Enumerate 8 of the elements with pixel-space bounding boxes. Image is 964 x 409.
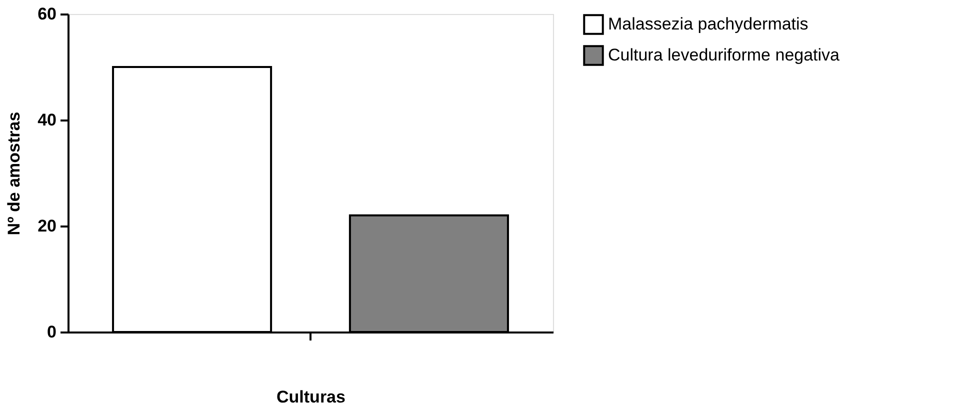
y-axis-title: Nº de amostras (4, 112, 24, 236)
x-axis-title: Culturas (276, 388, 346, 406)
y-tick-label: 0 (47, 322, 56, 342)
legend-label: Cultura leveduriforme negativa (608, 46, 840, 64)
legend-label: Malassezia pachydermatis (608, 14, 808, 34)
y-tick-label: 40 (38, 110, 56, 130)
y-tick-label: 20 (38, 216, 56, 236)
y-tick-label: 60 (38, 4, 56, 24)
